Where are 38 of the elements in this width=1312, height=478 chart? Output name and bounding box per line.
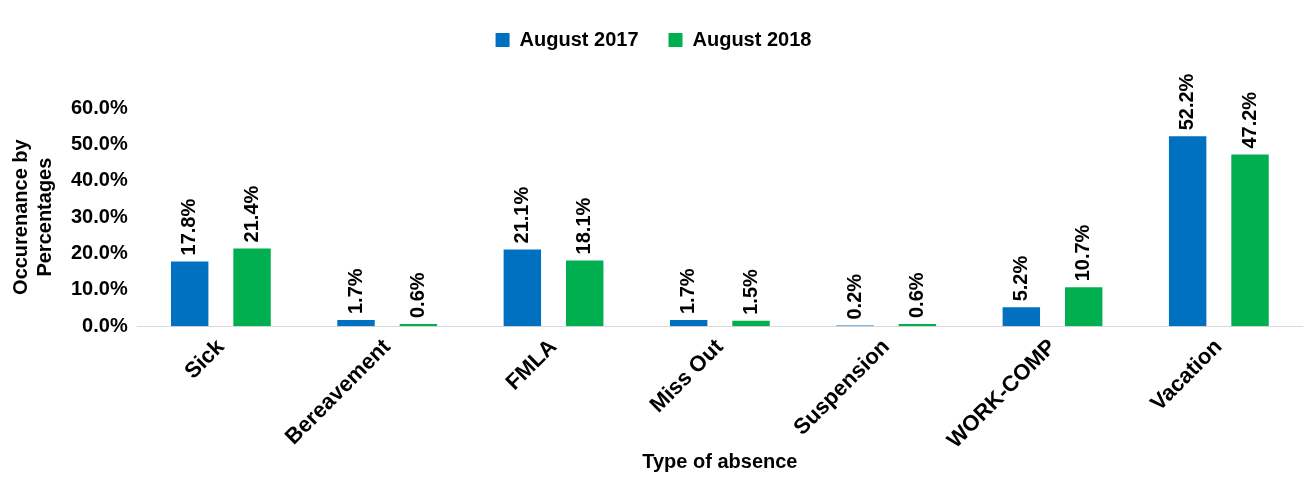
- data-label: 5.2%: [1008, 255, 1031, 302]
- data-label: 47.2%: [1237, 91, 1260, 149]
- y-tick-label: 60.0%: [70, 95, 128, 118]
- data-label: 0.6%: [405, 272, 428, 319]
- bar: [170, 261, 209, 327]
- bar: [1064, 287, 1103, 327]
- legend-label: August 2018: [692, 27, 812, 50]
- bar: [1168, 136, 1207, 327]
- y-tick-label: 40.0%: [70, 168, 128, 191]
- data-label: 21.1%: [509, 186, 532, 244]
- bar: [898, 324, 937, 327]
- data-label: 17.8%: [177, 198, 200, 256]
- bar: [399, 324, 438, 327]
- data-label: 52.2%: [1175, 73, 1198, 131]
- x-axis-title: Type of absence: [642, 449, 798, 472]
- data-label: 1.7%: [676, 268, 699, 315]
- bar: [337, 320, 375, 327]
- bar: [669, 320, 708, 327]
- bar: [1002, 307, 1041, 327]
- data-label: 18.1%: [572, 197, 595, 255]
- bar: [732, 320, 770, 327]
- bar: [566, 260, 604, 327]
- y-axis-title: Occurenance by Percentages: [8, 138, 55, 295]
- data-label: 1.5%: [738, 268, 761, 315]
- data-label: 0.6%: [904, 272, 927, 319]
- data-label: 10.7%: [1071, 224, 1094, 282]
- data-label: 1.7%: [343, 268, 366, 315]
- data-label: 21.4%: [239, 185, 262, 243]
- bar: [1231, 154, 1269, 327]
- legend-label: August 2017: [519, 27, 639, 50]
- y-tick-label: 30.0%: [70, 204, 128, 227]
- bar: [233, 248, 271, 327]
- bar: [503, 249, 542, 327]
- y-tick-label: 50.0%: [70, 131, 128, 154]
- y-tick-label: 0.0%: [82, 313, 128, 336]
- y-tick-label: 10.0%: [70, 277, 128, 300]
- data-label: 0.2%: [842, 273, 865, 320]
- y-tick-label: 20.0%: [70, 241, 128, 263]
